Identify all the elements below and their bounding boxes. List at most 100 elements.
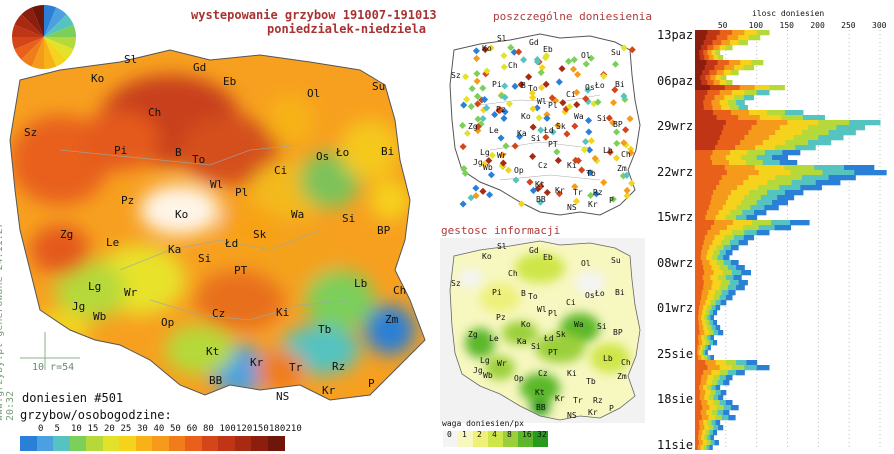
report-dot (592, 190, 600, 198)
wheel-segment (44, 37, 74, 60)
region-label: Lg (88, 280, 102, 293)
density-tick: 16 (522, 430, 532, 439)
chart-bar (695, 335, 714, 341)
region-label: Ko (482, 44, 492, 53)
chart-bar (695, 30, 770, 36)
region-label: Ch (508, 269, 518, 278)
chart-bar (695, 75, 727, 81)
chart-bar (695, 110, 804, 116)
region-label: Ch (508, 61, 518, 70)
chart-bar (695, 420, 721, 426)
region-label: PT (234, 264, 248, 277)
chart-bar (695, 80, 733, 86)
region-label: Lb (603, 146, 613, 155)
chart-title: ilosc doniesien (752, 9, 825, 18)
legend-tick: 15 (87, 424, 99, 434)
chart-bar (695, 135, 844, 141)
region-label: Jg (473, 366, 483, 375)
chart-bar (695, 410, 730, 416)
region-label: Wb (483, 163, 493, 172)
region-label: Ki (567, 369, 577, 378)
region-label: Pz (496, 313, 506, 322)
report-dot (504, 166, 512, 174)
legend-tick: 25 (120, 424, 132, 434)
region-label: Wb (93, 310, 107, 323)
region-label: Łd (225, 237, 239, 250)
color-wheel-logo (12, 5, 76, 69)
map-title-line2: poniedzialek-niedziela (267, 22, 426, 36)
region-label: Kr (588, 408, 598, 417)
region-label: Kr (555, 394, 565, 403)
region-label: Sk (253, 228, 267, 241)
legend-tick: 210 (285, 424, 302, 434)
chart-bar (695, 330, 724, 336)
wheel-segment (44, 37, 57, 69)
legend-tick: 60 (186, 424, 198, 434)
region-label: Kr (588, 200, 598, 209)
region-label: NS (276, 390, 290, 403)
region-label: Pi (492, 80, 502, 89)
wheel-segment (14, 14, 44, 37)
report-dot (578, 166, 586, 174)
region-label: B (521, 289, 526, 298)
chart-bar (695, 380, 730, 386)
region-label: Ci (274, 164, 288, 177)
region-label: BB (209, 374, 223, 387)
wheel-segment (44, 7, 67, 37)
report-dot (461, 169, 469, 177)
chart-bar (695, 385, 721, 391)
region-label: Ka (168, 243, 182, 256)
region-label: Sk (556, 330, 566, 339)
chart-date-label: 06paz (657, 73, 694, 88)
chart-bar (695, 300, 727, 306)
wheel-segment (44, 14, 74, 37)
chart-bar (695, 405, 739, 411)
legend-swatch (218, 436, 235, 451)
report-dot (472, 184, 480, 192)
chart-bar (695, 350, 708, 356)
density-swatch (488, 431, 503, 447)
chart-bar (695, 250, 733, 256)
density-swatch (533, 431, 548, 447)
chart-bar (695, 390, 727, 396)
report-dot (537, 182, 545, 190)
density-swatch (458, 431, 473, 447)
chart-bar (695, 315, 714, 321)
report-dot (516, 132, 524, 141)
legend-swatch (267, 436, 285, 451)
region-label: Tr (289, 361, 303, 374)
region-label: Łd (544, 126, 554, 135)
report-dot (485, 157, 493, 165)
chart-bar (695, 65, 755, 71)
region-label: Kr (250, 356, 264, 369)
region-label: Ch (621, 150, 631, 159)
map-title-line1: wystepowanie grzybow 191007-191013 (191, 8, 437, 22)
chart-bar (695, 305, 721, 311)
legend-swatch (185, 436, 202, 451)
region-label: Lg (480, 356, 490, 365)
region-label: To (192, 153, 206, 166)
region-label: Gd (193, 61, 207, 74)
region-label: Wl (537, 305, 547, 314)
region-label: Si (342, 212, 356, 225)
chart-bar (695, 120, 881, 126)
legend-swatch (135, 436, 153, 451)
chart-bar (695, 145, 816, 151)
report-dot (571, 183, 579, 191)
report-dot (573, 88, 581, 96)
chart-bar (695, 370, 745, 376)
chart-bar (695, 165, 875, 171)
report-dot (533, 56, 541, 64)
region-label: Wa (574, 320, 584, 329)
region-label: Rz (593, 188, 603, 197)
region-label: Cz (538, 161, 548, 170)
region-label: Cz (212, 307, 226, 320)
report-dot (586, 146, 594, 154)
region-label: Ch (393, 284, 407, 297)
chart-bar (695, 155, 788, 161)
region-label: Sl (497, 242, 507, 251)
chart-bar (695, 415, 736, 421)
region-label: Sl (497, 34, 507, 43)
region-label: Gd (529, 246, 539, 255)
chart-bar (695, 260, 739, 266)
